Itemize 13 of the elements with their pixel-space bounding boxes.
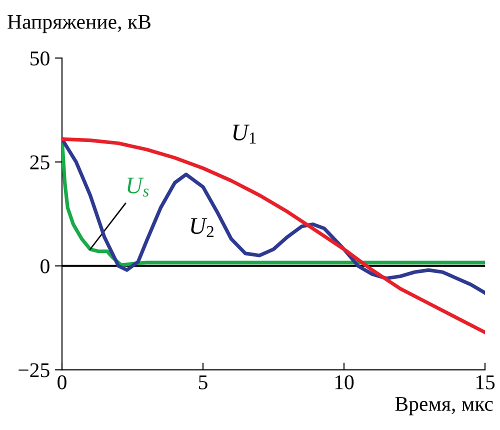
x-tick-label: 0: [58, 375, 66, 390]
y-axis-title: Напряжение, кВ: [8, 15, 150, 34]
text: U$_{s}$: [128, 178, 149, 197]
y-tick-label: 0: [40, 259, 50, 274]
series-label: U$_{2}$: [191, 218, 214, 237]
series-label: U$_{1}$: [233, 124, 256, 144]
y-tick-label: 25: [30, 155, 50, 170]
x-axis-title: Время, мкс: [395, 397, 493, 416]
y-tick-label: 50: [30, 51, 50, 66]
x-tick-label: 10: [335, 375, 354, 390]
y-tick-label: −25: [18, 363, 50, 378]
x-tick-label: 15: [476, 375, 495, 390]
x-tick-label: 5: [199, 375, 208, 390]
